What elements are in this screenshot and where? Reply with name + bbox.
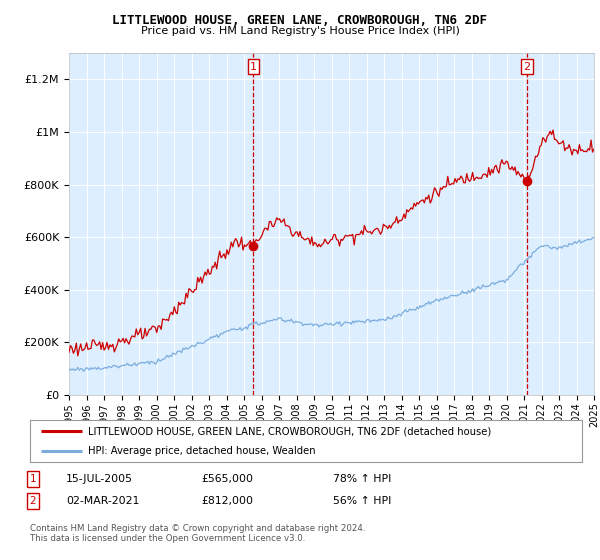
Text: 15-JUL-2005: 15-JUL-2005 (66, 474, 133, 484)
Text: HPI: Average price, detached house, Wealden: HPI: Average price, detached house, Weal… (88, 446, 316, 456)
Text: 1: 1 (250, 62, 257, 72)
Text: Price paid vs. HM Land Registry's House Price Index (HPI): Price paid vs. HM Land Registry's House … (140, 26, 460, 36)
Text: 78% ↑ HPI: 78% ↑ HPI (333, 474, 391, 484)
Text: £565,000: £565,000 (201, 474, 253, 484)
Text: 56% ↑ HPI: 56% ↑ HPI (333, 496, 391, 506)
Text: 02-MAR-2021: 02-MAR-2021 (66, 496, 139, 506)
Text: 2: 2 (523, 62, 530, 72)
Text: 2: 2 (29, 496, 37, 506)
Text: LITTLEWOOD HOUSE, GREEN LANE, CROWBOROUGH, TN6 2DF: LITTLEWOOD HOUSE, GREEN LANE, CROWBOROUG… (113, 14, 487, 27)
Text: 1: 1 (29, 474, 37, 484)
Text: £812,000: £812,000 (201, 496, 253, 506)
Text: Contains HM Land Registry data © Crown copyright and database right 2024.
This d: Contains HM Land Registry data © Crown c… (30, 524, 365, 543)
Text: LITTLEWOOD HOUSE, GREEN LANE, CROWBOROUGH, TN6 2DF (detached house): LITTLEWOOD HOUSE, GREEN LANE, CROWBOROUG… (88, 426, 491, 436)
